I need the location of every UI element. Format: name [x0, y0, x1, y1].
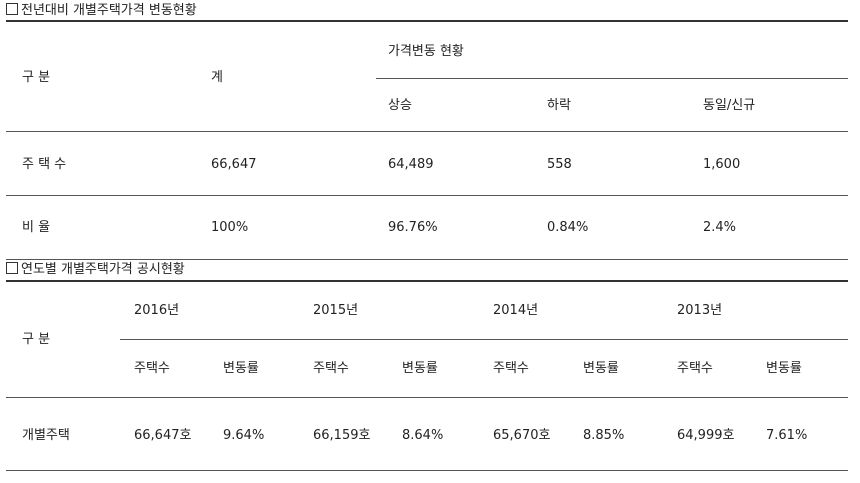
s2-header-count-2015: 주택수 [313, 361, 349, 376]
s2-header-rate-2014: 변동률 [583, 361, 619, 376]
s2-rate-2016: 9.64% [223, 428, 265, 443]
checkbox-square-icon [6, 262, 18, 274]
s2-header-year-2014: 2014년 [493, 303, 539, 318]
s1-row1-total: 66,647 [211, 157, 257, 172]
section1-title: 전년대비 개별주택가격 변동현황 [6, 2, 197, 20]
s1-header-category: 구 분 [22, 70, 51, 85]
s2-count-2015: 66,159호 [313, 428, 371, 443]
s1-row1-same-new: 1,600 [703, 157, 741, 172]
s1-row2-same-new: 2.4% [703, 220, 737, 235]
s2-header-count-2016: 주택수 [134, 361, 170, 376]
s1-row1-down: 558 [547, 157, 572, 172]
s2-header-year-2015: 2015년 [313, 303, 359, 318]
s2-header-year-2016: 2016년 [134, 303, 180, 318]
s2-rate-2015: 8.64% [402, 428, 444, 443]
section2-title: 연도별 개별주택가격 공시현황 [6, 261, 185, 279]
s2-header-divider [120, 339, 848, 340]
s1-row1-rule [6, 195, 848, 196]
s1-row1-label: 주 택 수 [22, 157, 67, 172]
s2-header-rate-2015: 변동률 [402, 361, 438, 376]
s1-header-divider [376, 78, 848, 79]
s2-header-year-2013: 2013년 [677, 303, 723, 318]
s1-header-same-new: 동일/신규 [703, 98, 756, 113]
section1-title-text: 전년대비 개별주택가격 변동현황 [21, 3, 197, 18]
s2-count-2013: 64,999호 [677, 428, 735, 443]
s2-row-label: 개별주택 [22, 428, 70, 443]
s1-header-down: 하락 [547, 98, 571, 113]
section2-title-text: 연도별 개별주택가격 공시현황 [21, 262, 185, 277]
s1-header-bottom-rule [6, 131, 848, 132]
section2-top-rule [6, 280, 848, 282]
s2-bottom-rule [6, 470, 848, 471]
s2-header-bottom-rule [6, 397, 848, 398]
s2-count-2016: 66,647호 [134, 428, 192, 443]
s1-row2-total: 100% [211, 220, 249, 235]
s1-row2-label: 비 율 [22, 220, 51, 235]
s1-bottom-rule [6, 259, 848, 260]
s1-header-total: 계 [211, 70, 223, 85]
s1-header-up: 상승 [388, 98, 412, 113]
checkbox-square-icon [6, 3, 18, 15]
s1-header-change-group: 가격변동 현황 [388, 44, 464, 59]
section1-top-rule [6, 20, 848, 22]
s1-row2-down: 0.84% [547, 220, 589, 235]
s1-row1-up: 64,489 [388, 157, 434, 172]
s2-count-2014: 65,670호 [493, 428, 551, 443]
s2-header-rate-2016: 변동률 [223, 361, 259, 376]
s2-header-rate-2013: 변동률 [766, 361, 802, 376]
s2-rate-2013: 7.61% [766, 428, 808, 443]
s2-header-count-2013: 주택수 [677, 361, 713, 376]
s2-rate-2014: 8.85% [583, 428, 625, 443]
s1-row2-up: 96.76% [388, 220, 438, 235]
s2-header-count-2014: 주택수 [493, 361, 529, 376]
s2-header-category: 구 분 [22, 332, 51, 347]
